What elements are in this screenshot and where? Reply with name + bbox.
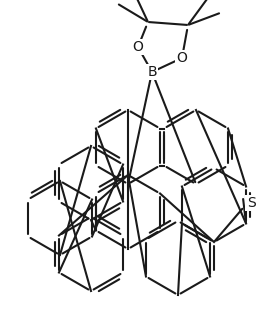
Text: B: B [147, 65, 157, 79]
Text: O: O [132, 40, 144, 54]
Text: O: O [177, 51, 187, 65]
Text: S: S [247, 196, 255, 210]
